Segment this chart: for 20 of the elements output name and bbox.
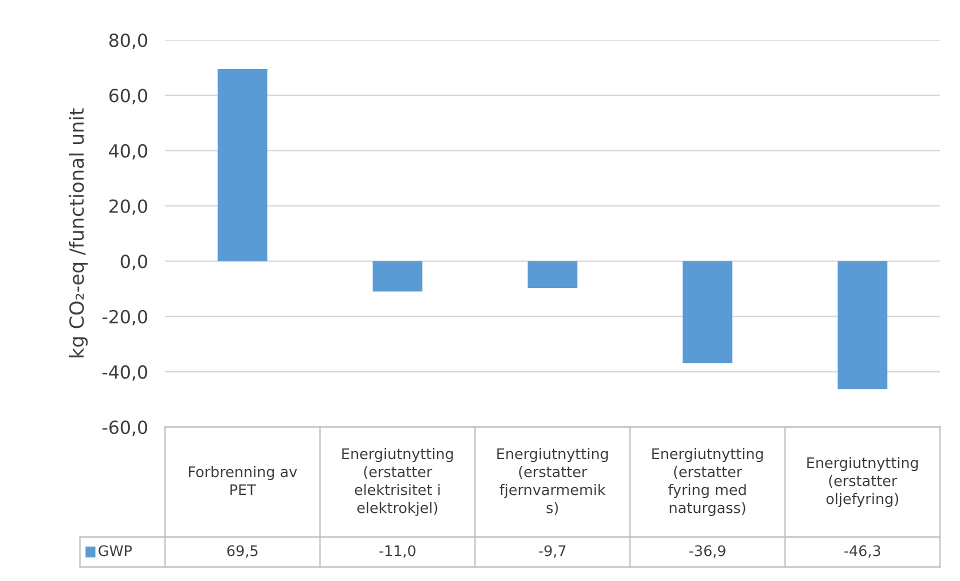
x-tick-label: Energiutnytting (erstatter fjernvarmemik s) (497, 448, 608, 515)
y-tick-label: 0,0 (120, 254, 148, 270)
data-label: 69,5 (227, 545, 258, 558)
y-tick-label: 40,0 (109, 144, 148, 160)
x-tick-label: Energiutnytting (erstatter fyring med naturgass) (652, 448, 763, 516)
y-tick-label: 20,0 (109, 199, 148, 215)
x-tick-label: Forbrenning av PET (188, 466, 298, 496)
y-tick-label: 80,0 (109, 33, 148, 49)
data-label: -11,0 (379, 545, 416, 558)
data-label: -9,7 (538, 545, 566, 558)
y-tick-label: 60,0 (109, 88, 148, 104)
x-tick-label: Energiutnytting (erstatter oljefyring) (807, 456, 918, 508)
data-label: -46,3 (844, 545, 880, 558)
data-label: -36,9 (689, 545, 726, 558)
x-tick-label: Energiutnytting (erstatter elektrisitet i elektrokjel) (342, 448, 453, 516)
legend-label: GWP (98, 545, 132, 556)
y-tick-label: -40,0 (102, 365, 148, 381)
y-tick-label: -60,0 (102, 420, 148, 436)
y-tick-label: -20,0 (102, 310, 148, 326)
y-axis-title: kg CO₂-eq /functional unit (68, 108, 88, 358)
